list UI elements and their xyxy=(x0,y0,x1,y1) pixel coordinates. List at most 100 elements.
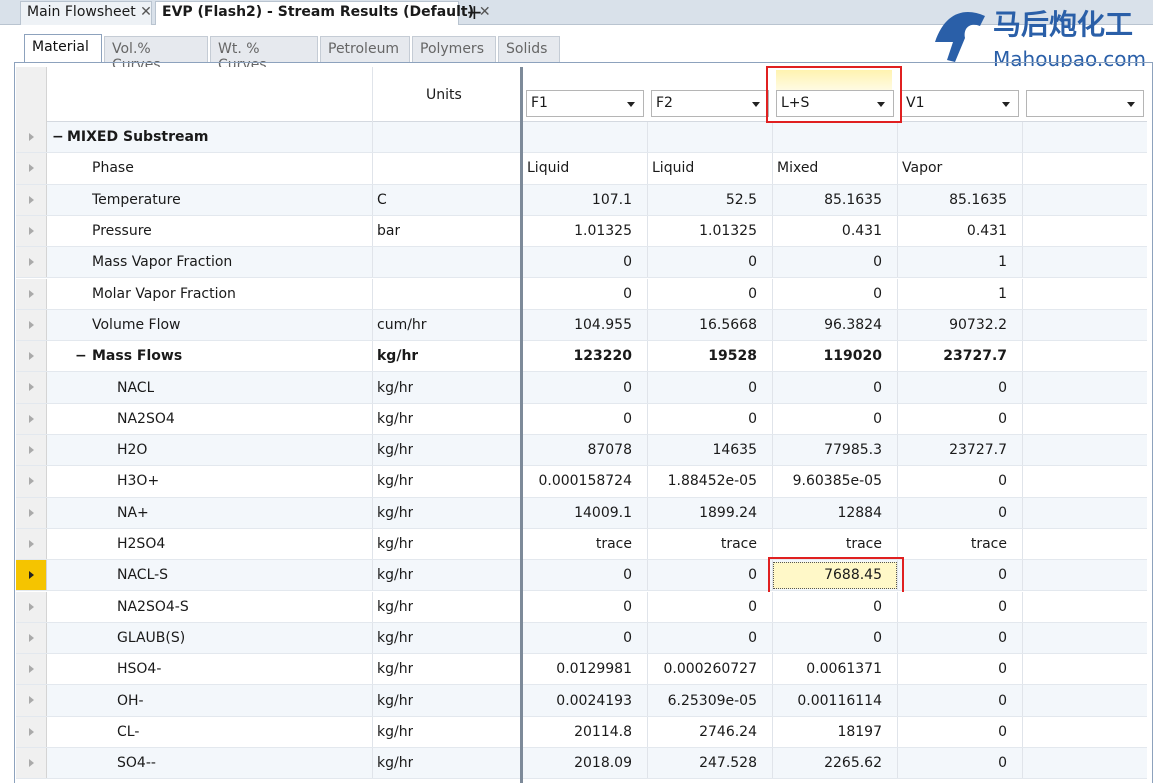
row-selector[interactable] xyxy=(16,278,47,309)
col-line xyxy=(772,153,773,184)
col-line xyxy=(772,748,773,779)
table-row: NACL-S kg/hr 0 0 7688.45 0 xyxy=(16,557,1147,595)
col-line xyxy=(1022,528,1023,560)
stream-dropdown[interactable]: F1 xyxy=(526,90,644,117)
corner xyxy=(16,67,47,122)
row-value: 2018.09 xyxy=(574,755,632,772)
row-selector[interactable] xyxy=(16,560,47,591)
row-value: trace xyxy=(595,536,632,553)
row-value: Liquid xyxy=(652,160,695,177)
row-value: 20114.8 xyxy=(574,723,632,740)
subtab[interactable]: Solids xyxy=(498,36,560,62)
col-line xyxy=(1022,341,1023,372)
row-selector[interactable] xyxy=(16,247,47,278)
stream-dropdown[interactable]: L+S xyxy=(776,90,894,117)
tab[interactable]: Main Flowsheet ✕ xyxy=(20,1,152,25)
col-line xyxy=(1022,278,1023,309)
row-units: kg/hr xyxy=(377,410,414,427)
col-line xyxy=(647,654,648,685)
col-line xyxy=(897,466,898,497)
row-value: 0.431 xyxy=(966,223,1007,240)
col-line xyxy=(1022,247,1023,278)
table-row: − MIXED Substream xyxy=(16,122,1147,154)
row-selector[interactable] xyxy=(16,497,47,528)
row-value: 0 xyxy=(623,629,632,646)
row-selector[interactable] xyxy=(16,748,47,779)
subtab[interactable]: Polymers xyxy=(412,36,496,62)
row-selector[interactable] xyxy=(16,309,47,341)
row-selector[interactable] xyxy=(16,153,47,184)
close-icon[interactable]: ✕ xyxy=(140,4,152,20)
tab-label: Main Flowsheet xyxy=(27,4,136,20)
row-units: kg/hr xyxy=(377,442,414,459)
tab-label: EVP (Flash2) - Stream Results (Default) xyxy=(162,4,475,20)
col-line xyxy=(372,153,373,184)
cell-focus xyxy=(773,562,897,590)
subtab[interactable]: Material xyxy=(24,34,102,63)
row-selector[interactable] xyxy=(16,654,47,685)
row-value: Liquid xyxy=(527,160,570,177)
row-value: 0 xyxy=(623,598,632,615)
row-value: 0 xyxy=(873,629,882,646)
col-line xyxy=(647,466,648,497)
col-line xyxy=(1022,685,1023,716)
col-line xyxy=(1022,497,1023,528)
col-line xyxy=(372,184,373,215)
row-value: 0.0129981 xyxy=(556,661,632,678)
collapse-toggle[interactable]: − xyxy=(75,348,87,365)
row-value: 119020 xyxy=(823,348,882,365)
row-selector[interactable] xyxy=(16,341,47,372)
row-value: 0.00116114 xyxy=(797,692,882,709)
col-line xyxy=(647,247,648,278)
row-selector[interactable] xyxy=(16,528,47,560)
col-line xyxy=(897,247,898,278)
row-selector[interactable] xyxy=(16,716,47,747)
row-value: 0 xyxy=(998,410,1007,427)
row-selector[interactable] xyxy=(16,184,47,215)
row-value: 0 xyxy=(998,723,1007,740)
row-value: 0 xyxy=(623,410,632,427)
close-icon[interactable]: ✕ xyxy=(478,4,491,20)
row-value: 85.1635 xyxy=(824,191,882,208)
col-line xyxy=(372,748,373,779)
row-value: 1 xyxy=(998,254,1007,271)
col-line xyxy=(897,591,898,622)
row-selector[interactable] xyxy=(16,435,47,466)
table-row: NACL kg/hr 0 0 0 0 xyxy=(16,372,1147,404)
stream-dropdown[interactable]: F2 xyxy=(651,90,769,117)
table-row: − Mass Flows kg/hr 123220 19528 119020 23727.7 xyxy=(16,341,1147,373)
new-tab[interactable]: + xyxy=(466,0,483,24)
row-label: Pressure xyxy=(92,223,152,240)
collapse-toggle[interactable]: − xyxy=(52,129,64,146)
stream-dropdown[interactable] xyxy=(1026,90,1144,117)
col-line xyxy=(1022,372,1023,403)
col-line xyxy=(772,685,773,716)
subtab[interactable]: Petroleum xyxy=(320,36,410,62)
tab[interactable]: EVP (Flash2) - Stream Results (Default) … xyxy=(155,1,491,25)
col-line xyxy=(372,528,373,560)
col-line xyxy=(372,497,373,528)
row-selector[interactable] xyxy=(16,122,47,153)
row-selector[interactable] xyxy=(16,215,47,247)
col-line xyxy=(897,403,898,434)
col-line xyxy=(1022,654,1023,685)
subtab[interactable]: Wt. % Curves xyxy=(210,36,318,73)
row-selector[interactable] xyxy=(16,403,47,434)
row-value: 247.528 xyxy=(699,755,757,772)
row-selector[interactable] xyxy=(16,685,47,716)
col-line xyxy=(372,341,373,372)
col-line xyxy=(772,622,773,654)
row-selector[interactable] xyxy=(16,591,47,622)
row-value: 0 xyxy=(623,379,632,396)
row-selector[interactable] xyxy=(16,622,47,654)
row-units: kg/hr xyxy=(377,723,414,740)
row-selector[interactable] xyxy=(16,466,47,497)
col-line xyxy=(897,497,898,528)
stream-dropdown[interactable]: V1 xyxy=(901,90,1019,117)
row-label: GLAUB(S) xyxy=(117,629,186,646)
subtab[interactable]: Vol.% Curves xyxy=(104,36,208,73)
table-row: Molar Vapor Fraction 0 0 0 1 xyxy=(16,278,1147,310)
row-selector[interactable] xyxy=(16,372,47,403)
col-line xyxy=(772,497,773,528)
table-row: H3O+ kg/hr 0.000158724 1.88452e-05 9.60385e-… xyxy=(16,466,1147,498)
